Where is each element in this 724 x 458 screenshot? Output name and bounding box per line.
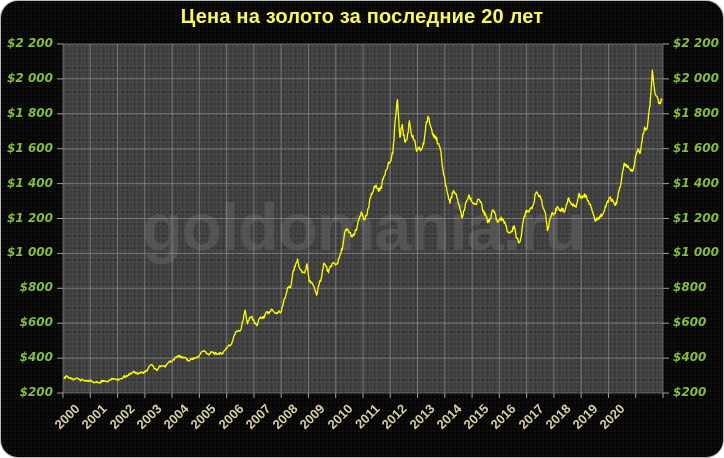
y-tick-label: $2 200 bbox=[673, 36, 719, 50]
y-tick-label: $800 bbox=[19, 280, 53, 295]
x-tick-label: 2020 bbox=[597, 401, 629, 433]
x-tick-label: 2004 bbox=[160, 401, 192, 433]
y-tick-label: $1 800 bbox=[7, 105, 53, 120]
y-tick-label: $2 000 bbox=[673, 70, 719, 85]
y-tick-label: $200 bbox=[19, 385, 53, 399]
x-tick-label: 2001 bbox=[78, 401, 110, 433]
x-tick-label: 2006 bbox=[215, 401, 247, 433]
x-tick-label: 2007 bbox=[242, 401, 274, 433]
x-tick-label: 2016 bbox=[487, 401, 519, 433]
y-tick-label: $1 600 bbox=[673, 140, 719, 155]
chart-title: Цена на золото за последние 20 лет bbox=[180, 6, 544, 28]
y-tick-label: $2 200 bbox=[7, 36, 53, 50]
x-tick-label: 2014 bbox=[433, 401, 465, 433]
x-tick-label: 2010 bbox=[324, 401, 356, 433]
y-tick-label: $400 bbox=[673, 350, 707, 365]
y-tick-label: $1 000 bbox=[7, 245, 53, 260]
y-tick-label: $1 800 bbox=[673, 105, 719, 120]
y-tick-label: $600 bbox=[19, 315, 53, 330]
x-tick-label: 2013 bbox=[406, 401, 438, 433]
x-tick-label: 2019 bbox=[569, 401, 601, 433]
plot-area bbox=[63, 44, 663, 393]
x-tick-label: 2000 bbox=[51, 401, 83, 433]
x-tick-label: 2011 bbox=[352, 401, 383, 432]
x-tick-label: 2012 bbox=[378, 401, 410, 433]
y-tick-label: $800 bbox=[673, 280, 707, 295]
x-tick-label: 2018 bbox=[542, 401, 574, 433]
y-tick-label: $200 bbox=[673, 385, 707, 399]
x-tick-label: 2015 bbox=[460, 401, 492, 433]
y-tick-label: $1 400 bbox=[7, 175, 53, 190]
x-tick-label: 2002 bbox=[106, 401, 138, 433]
x-tick-label: 2017 bbox=[515, 401, 547, 433]
x-tick-label: 2003 bbox=[133, 401, 165, 433]
y-tick-label: $1 200 bbox=[7, 210, 53, 225]
y-tick-label: $400 bbox=[19, 350, 53, 365]
x-tick-label: 2008 bbox=[269, 401, 301, 433]
x-tick-label: 2005 bbox=[187, 401, 219, 433]
y-tick-label: $1 400 bbox=[673, 175, 719, 190]
x-tick-label: 2009 bbox=[297, 401, 329, 433]
y-tick-label: $600 bbox=[673, 315, 707, 330]
y-tick-label: $2 000 bbox=[7, 70, 53, 85]
y-tick-label: $1 000 bbox=[673, 245, 719, 260]
y-tick-label: $1 200 bbox=[673, 210, 719, 225]
y-tick-label: $1 600 bbox=[7, 140, 53, 155]
